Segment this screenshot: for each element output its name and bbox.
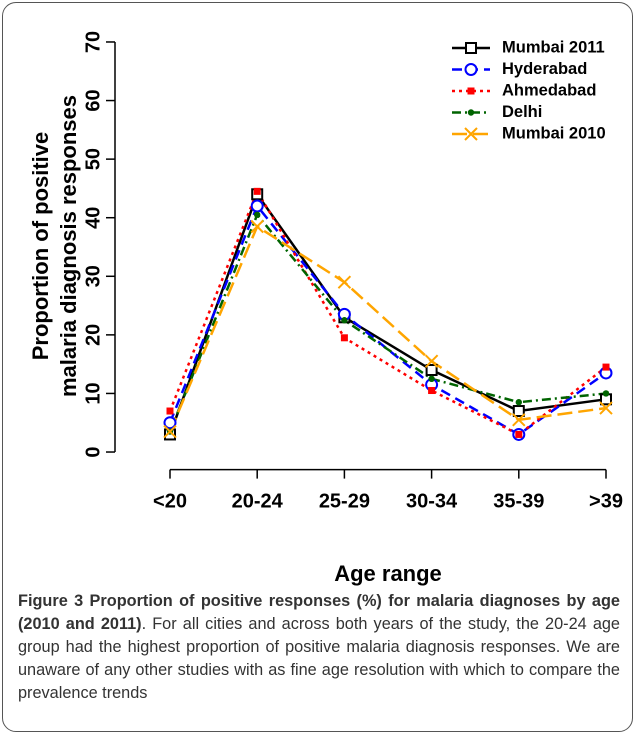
legend-label: Delhi: [502, 103, 542, 121]
marker: [599, 401, 613, 415]
marker: [512, 405, 525, 418]
y-tick-label: 40: [82, 207, 104, 229]
y-tick-label: 30: [82, 265, 104, 287]
marker: [341, 317, 348, 324]
marker: [254, 211, 261, 218]
marker: [163, 416, 177, 430]
marker: [163, 424, 177, 439]
marker: [340, 334, 348, 342]
marker: [424, 354, 439, 368]
y-tick-label: 20: [82, 324, 104, 346]
series-line: [168, 212, 607, 432]
y-tick-label: 50: [82, 148, 104, 170]
caption-label: Figure 3: [18, 592, 84, 610]
caption: Figure 3 Proportion of positive response…: [18, 590, 620, 705]
y-tick-label: 70: [82, 31, 104, 53]
x-tick-label: 35-39: [493, 490, 544, 512]
x-tick-label: >39: [589, 490, 623, 512]
legend-marker: [467, 87, 475, 95]
marker: [250, 199, 264, 213]
marker: [602, 390, 610, 397]
x-tick-label: 25-29: [319, 490, 370, 512]
series-line: [168, 224, 607, 433]
marker: [602, 363, 610, 371]
x-axis-label: Age range: [334, 561, 442, 586]
legend-label: Mumbai 2011: [502, 38, 605, 56]
y-axis-label: malaria diagnosis responses: [56, 95, 81, 397]
marker: [512, 413, 526, 427]
caption-text: . For all cities and across both years o…: [18, 615, 620, 702]
y-tick-label: 60: [82, 89, 104, 111]
marker: [337, 275, 352, 289]
series-line: [168, 191, 607, 435]
marker: [250, 219, 264, 234]
marker: [428, 387, 436, 395]
x-tick-label: <20: [153, 490, 187, 512]
y-tick-label: 0: [82, 446, 104, 457]
marker: [253, 187, 261, 195]
legend-label: Hyderabad: [502, 60, 587, 78]
legend-marker: [467, 109, 475, 116]
caption-title: Proportion of positive responses (%) for…: [18, 592, 620, 633]
legend-label: Ahmedabad: [502, 81, 596, 99]
marker: [428, 375, 435, 383]
series-line: [168, 203, 607, 436]
series-line: [168, 188, 607, 436]
legend-marker: [465, 42, 477, 54]
legend-marker: [464, 127, 478, 141]
x-tick-label: 20-24: [232, 490, 284, 512]
legend-marker: [464, 63, 478, 76]
marker: [166, 407, 174, 415]
x-tick-label: 30-34: [406, 490, 458, 512]
marker: [515, 430, 523, 438]
marker: [515, 399, 522, 406]
chart: 0 10 20 30 40 50 60 70 <20 20-24 25-29 30-34 35-39 >3…: [28, 31, 623, 586]
y-axis-label: Proportion of positive: [28, 132, 53, 361]
legend-label: Mumbai 2010: [502, 124, 606, 142]
marker: [425, 364, 438, 377]
y-tick-label: 10: [82, 382, 104, 404]
